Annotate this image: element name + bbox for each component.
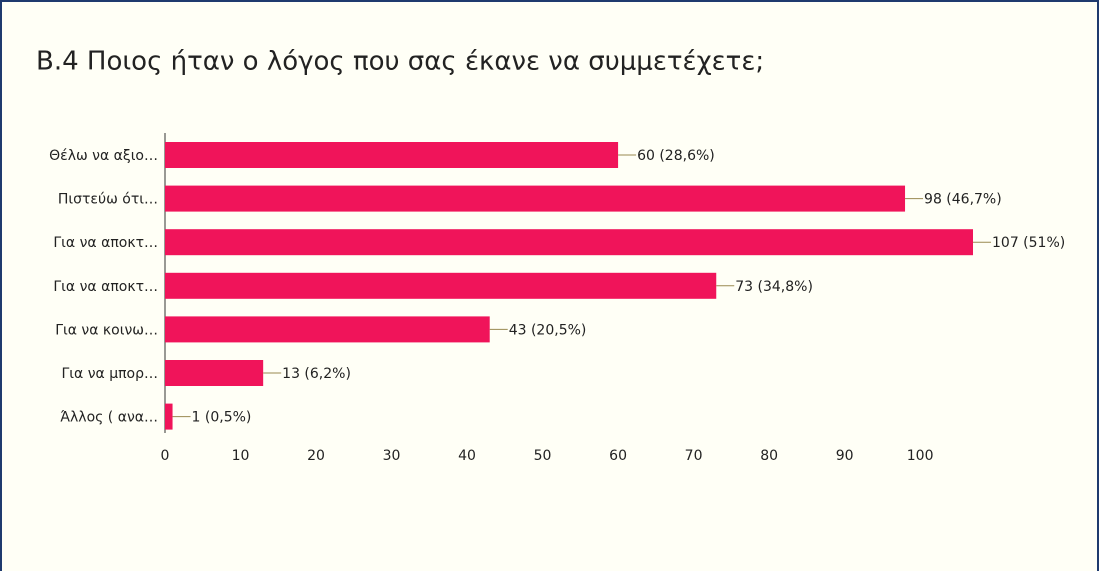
value-label: 98 (46,7%) xyxy=(924,192,1002,208)
x-tick-label: 40 xyxy=(458,448,476,464)
y-tick-label: Για να κοινω… xyxy=(55,322,158,338)
x-tick-label: 90 xyxy=(836,448,854,464)
bar xyxy=(165,316,490,343)
x-tick-label: 70 xyxy=(685,448,703,464)
value-label: 60 (28,6%) xyxy=(637,148,715,164)
x-tick-label: 50 xyxy=(534,448,552,464)
bar xyxy=(165,403,173,430)
bar xyxy=(165,229,973,256)
x-tick-label: 80 xyxy=(760,448,778,464)
y-tick-label: Για να αποκτ… xyxy=(53,279,158,295)
bar xyxy=(165,185,906,212)
y-tick-label: Για να μπορ… xyxy=(61,366,158,382)
x-tick-label: 10 xyxy=(232,448,250,464)
y-tick-label: Άλλος ( ανα… xyxy=(60,410,158,426)
chart-title: B.4 Ποιος ήταν ο λόγος που σας έκανε να … xyxy=(36,47,764,77)
value-label: 13 (6,2%) xyxy=(282,366,351,382)
x-tick-label: 0 xyxy=(161,448,170,464)
y-tick-label: Για να αποκτ… xyxy=(53,235,158,251)
x-tick-label: 100 xyxy=(907,448,934,464)
x-tick-label: 30 xyxy=(383,448,401,464)
value-label: 73 (34,8%) xyxy=(735,279,813,295)
y-tick-label: Πιστεύω ότι… xyxy=(58,192,158,208)
bar xyxy=(165,142,619,168)
value-label: 43 (20,5%) xyxy=(509,322,587,338)
x-tick-label: 60 xyxy=(609,448,627,464)
y-tick-label: Θέλω να αξιο… xyxy=(49,148,158,164)
value-label: 1 (0,5%) xyxy=(192,410,252,426)
bar xyxy=(165,360,264,386)
value-label: 107 (51%) xyxy=(992,235,1065,251)
bar xyxy=(165,272,717,299)
x-tick-label: 20 xyxy=(307,448,325,464)
